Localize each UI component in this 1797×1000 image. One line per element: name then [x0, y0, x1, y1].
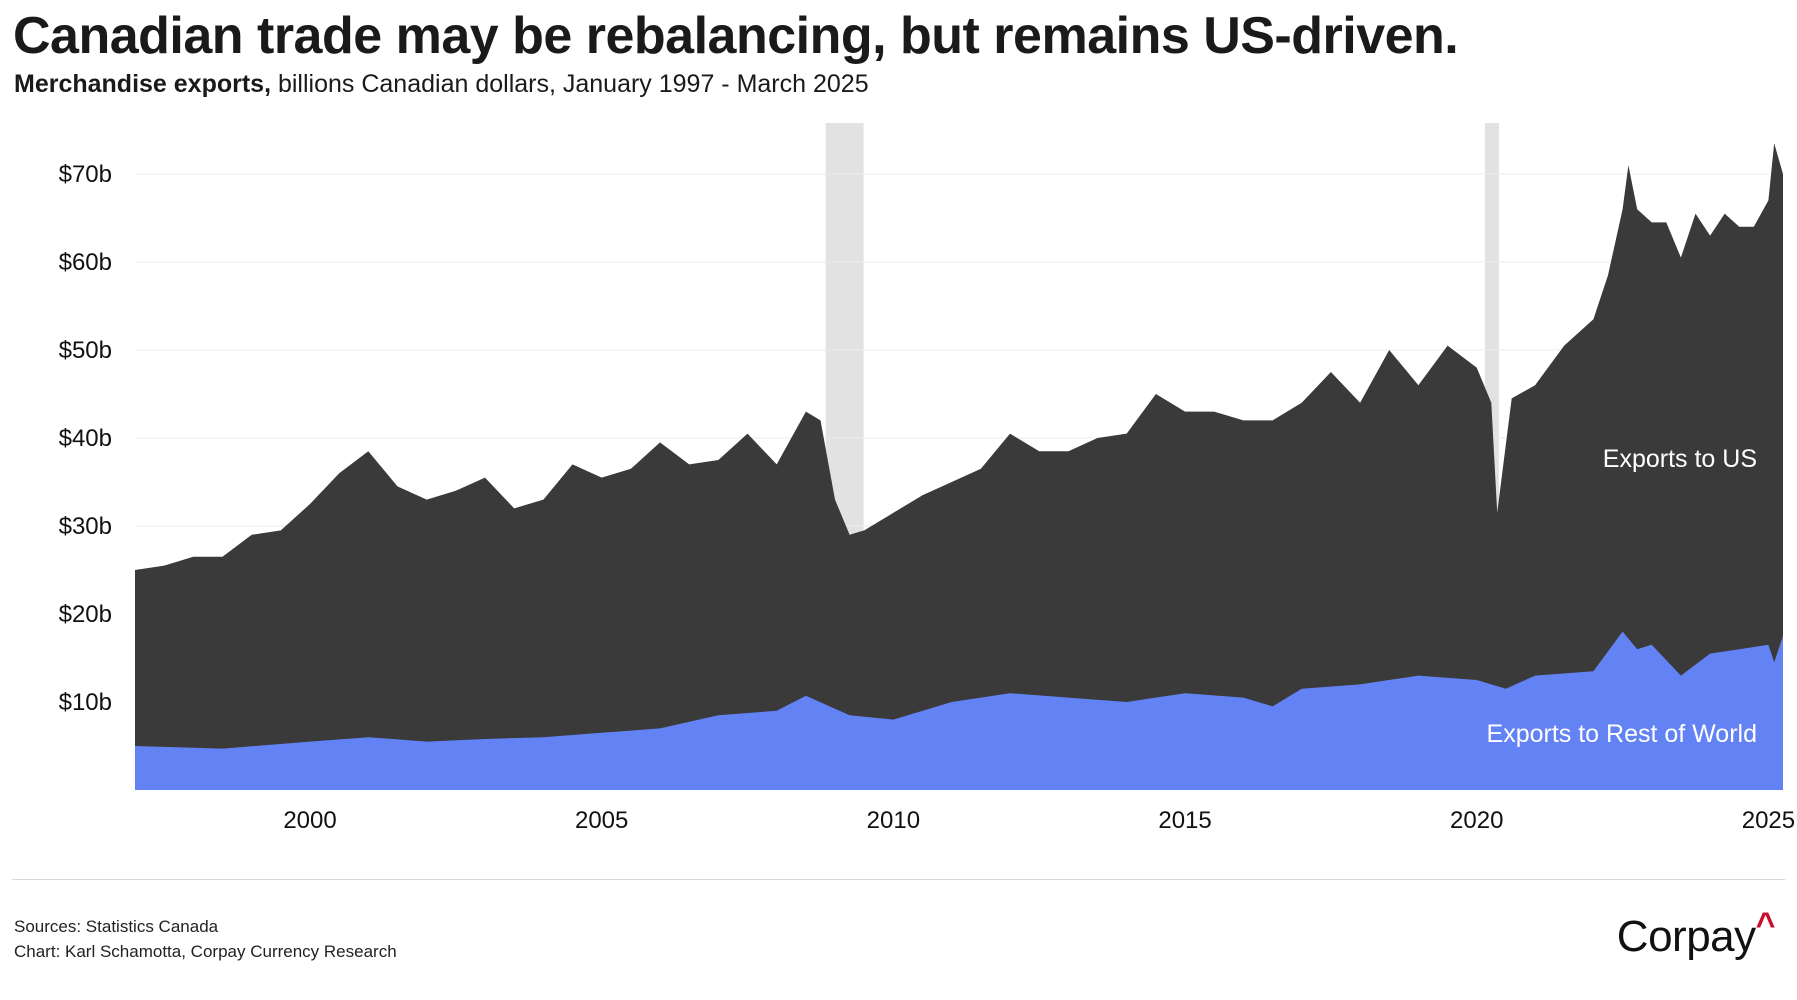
subtitle-bold: Merchandise exports, [14, 70, 272, 98]
label-exports-row: Exports to Rest of World [1487, 720, 1757, 748]
x-axis: 2000 2005 2010 2015 2020 2025 [283, 807, 1795, 834]
x-tick-label: 2015 [1158, 807, 1211, 834]
chart: $10b $20b $30b $40b $50b $60b $70b 2000 2005 201… [59, 123, 1795, 834]
subtitle-rest: billions Canadian dollars, January 1997 … [271, 70, 869, 98]
x-tick-label: 2010 [867, 807, 920, 834]
us-exports-area [135, 143, 1783, 790]
chart-credit: Chart: Karl Schamotta, Corpay Currency R… [14, 942, 397, 961]
logo-text: Corpay [1616, 912, 1756, 961]
x-tick-label: 2005 [575, 807, 628, 834]
y-tick-label: $30b [59, 513, 112, 540]
label-exports-us: Exports to US [1603, 445, 1757, 473]
y-tick-label: $40b [59, 425, 112, 452]
x-tick-label: 2020 [1450, 807, 1503, 834]
sources-note: Sources: Statistics Canada [14, 917, 219, 936]
y-tick-label: $20b [59, 601, 112, 628]
x-tick-label: 2000 [283, 807, 336, 834]
corpay-logo: Corpay^ [1616, 906, 1776, 962]
footer-divider [12, 879, 1785, 880]
y-tick-label: $50b [59, 337, 112, 364]
chart-title: Canadian trade may be rebalancing, but r… [13, 7, 1459, 65]
y-axis: $10b $20b $30b $40b $50b $60b $70b [59, 161, 112, 716]
x-tick-label: 2025 [1742, 807, 1795, 834]
y-tick-label: $70b [59, 161, 112, 188]
chart-subtitle: Merchandise exports, billions Canadian d… [14, 70, 869, 99]
y-tick-label: $10b [59, 689, 112, 716]
y-tick-label: $60b [59, 249, 112, 276]
logo-caret: ^ [1755, 906, 1776, 944]
row-exports-area [135, 631, 1783, 790]
